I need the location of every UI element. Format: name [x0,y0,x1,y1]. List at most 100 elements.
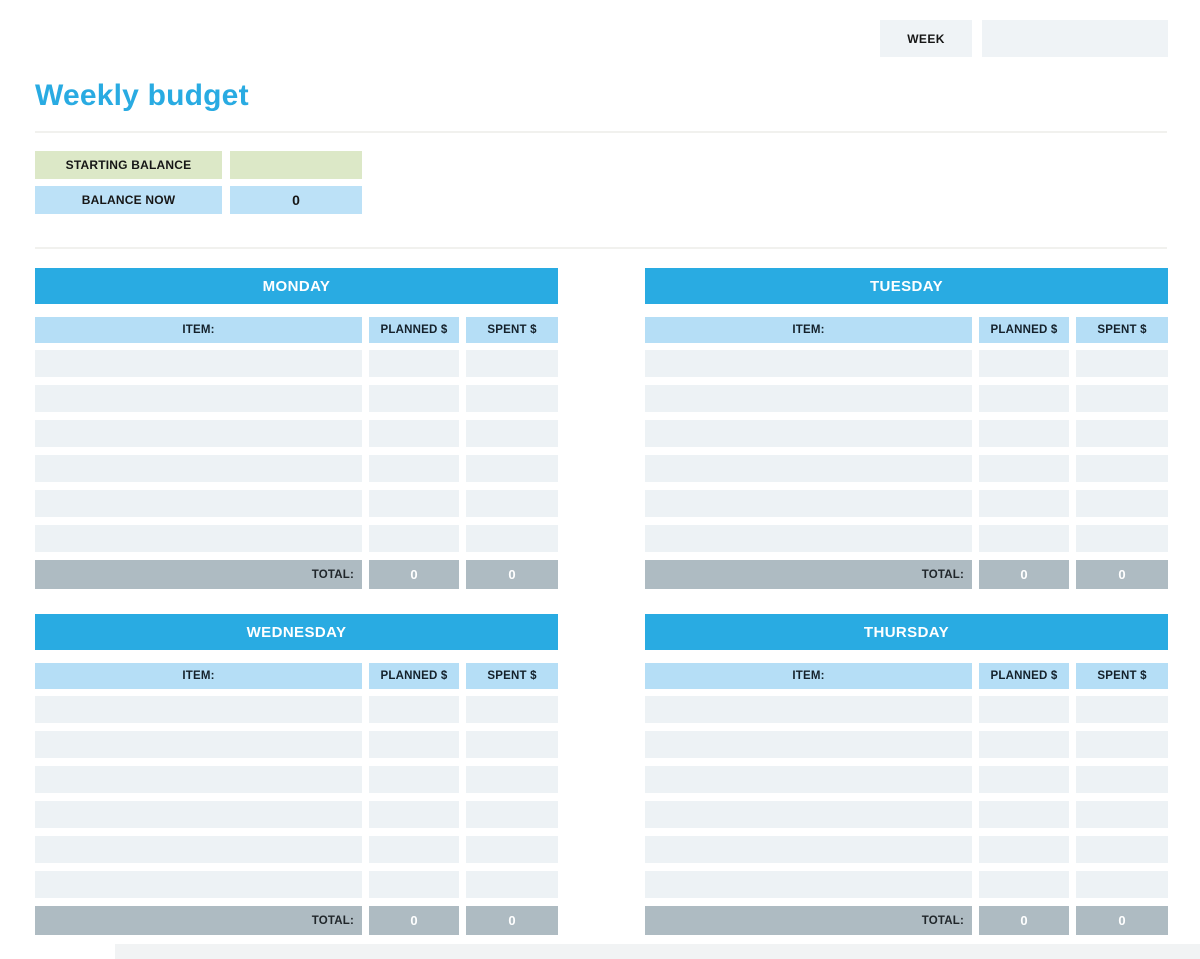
planned-cell[interactable] [369,731,459,758]
item-row [645,420,1168,447]
item-cell[interactable] [645,766,972,793]
planned-column-header: PLANNED $ [979,663,1069,689]
planned-cell[interactable] [979,525,1069,552]
spent-cell[interactable] [466,731,558,758]
spent-cell[interactable] [466,350,558,377]
planned-cell[interactable] [369,766,459,793]
item-cell[interactable] [645,490,972,517]
planned-cell[interactable] [979,455,1069,482]
spent-cell[interactable] [1076,420,1168,447]
item-rows [35,696,558,898]
item-cell[interactable] [35,490,362,517]
spent-cell[interactable] [1076,350,1168,377]
spent-cell[interactable] [1076,801,1168,828]
item-cell[interactable] [645,525,972,552]
planned-cell[interactable] [369,490,459,517]
planned-cell[interactable] [369,801,459,828]
planned-cell[interactable] [369,455,459,482]
planned-cell[interactable] [979,696,1069,723]
planned-cell[interactable] [979,871,1069,898]
planned-cell[interactable] [979,385,1069,412]
balance-now-value: 0 [230,186,362,214]
item-row [645,766,1168,793]
item-cell[interactable] [645,836,972,863]
item-cell[interactable] [35,801,362,828]
item-column-header: ITEM: [645,663,972,689]
spent-cell[interactable] [466,455,558,482]
item-cell[interactable] [35,766,362,793]
planned-cell[interactable] [369,350,459,377]
item-row [645,801,1168,828]
item-column-header: ITEM: [35,663,362,689]
item-cell[interactable] [35,350,362,377]
planned-cell[interactable] [979,490,1069,517]
planned-cell[interactable] [369,385,459,412]
spent-cell[interactable] [466,836,558,863]
spent-cell[interactable] [1076,731,1168,758]
item-cell[interactable] [35,455,362,482]
item-cell[interactable] [35,696,362,723]
spent-cell[interactable] [1076,696,1168,723]
item-cell[interactable] [645,801,972,828]
planned-cell[interactable] [979,731,1069,758]
spent-cell[interactable] [1076,455,1168,482]
planned-cell[interactable] [979,801,1069,828]
day-table-wednesday: WEDNESDAY ITEM: PLANNED $ SPENT $ TOTAL:… [35,614,558,935]
item-cell[interactable] [35,836,362,863]
spent-cell[interactable] [1076,766,1168,793]
spent-cell[interactable] [1076,385,1168,412]
planned-cell[interactable] [369,836,459,863]
column-headers: ITEM: PLANNED $ SPENT $ [35,317,558,343]
item-cell[interactable] [35,385,362,412]
item-cell[interactable] [645,696,972,723]
item-row [645,696,1168,723]
item-cell[interactable] [645,385,972,412]
planned-cell[interactable] [979,766,1069,793]
week-label-text: WEEK [907,31,945,46]
item-row [35,385,558,412]
spent-cell[interactable] [466,801,558,828]
spent-cell[interactable] [1076,871,1168,898]
item-cell[interactable] [645,731,972,758]
spent-cell[interactable] [466,490,558,517]
item-row [35,871,558,898]
starting-balance-value-cell[interactable] [230,151,362,179]
planned-cell[interactable] [369,696,459,723]
spent-cell[interactable] [466,871,558,898]
planned-cell[interactable] [979,350,1069,377]
item-cell[interactable] [645,350,972,377]
item-cell[interactable] [35,525,362,552]
item-cell[interactable] [35,871,362,898]
total-planned-value: 0 [369,906,459,935]
item-row [35,836,558,863]
total-label: TOTAL: [35,560,362,589]
item-rows [35,350,558,552]
spent-cell[interactable] [466,696,558,723]
spent-cell[interactable] [466,385,558,412]
item-row [645,731,1168,758]
spent-cell[interactable] [466,420,558,447]
planned-cell[interactable] [979,420,1069,447]
item-row [35,420,558,447]
planned-cell[interactable] [369,525,459,552]
planned-cell[interactable] [979,836,1069,863]
spent-cell[interactable] [1076,525,1168,552]
item-cell[interactable] [35,731,362,758]
week-value-cell[interactable] [982,20,1168,57]
item-cell[interactable] [35,420,362,447]
item-cell[interactable] [645,871,972,898]
spent-cell[interactable] [1076,836,1168,863]
spent-cell[interactable] [466,766,558,793]
planned-cell[interactable] [369,420,459,447]
item-column-header: ITEM: [35,317,362,343]
planned-cell[interactable] [369,871,459,898]
total-planned-value: 0 [979,560,1069,589]
item-cell[interactable] [645,420,972,447]
item-row [645,350,1168,377]
spent-cell[interactable] [1076,490,1168,517]
starting-balance-row: STARTING BALANCE [35,151,1200,179]
item-row [645,455,1168,482]
spent-cell[interactable] [466,525,558,552]
item-cell[interactable] [645,455,972,482]
item-row [35,766,558,793]
